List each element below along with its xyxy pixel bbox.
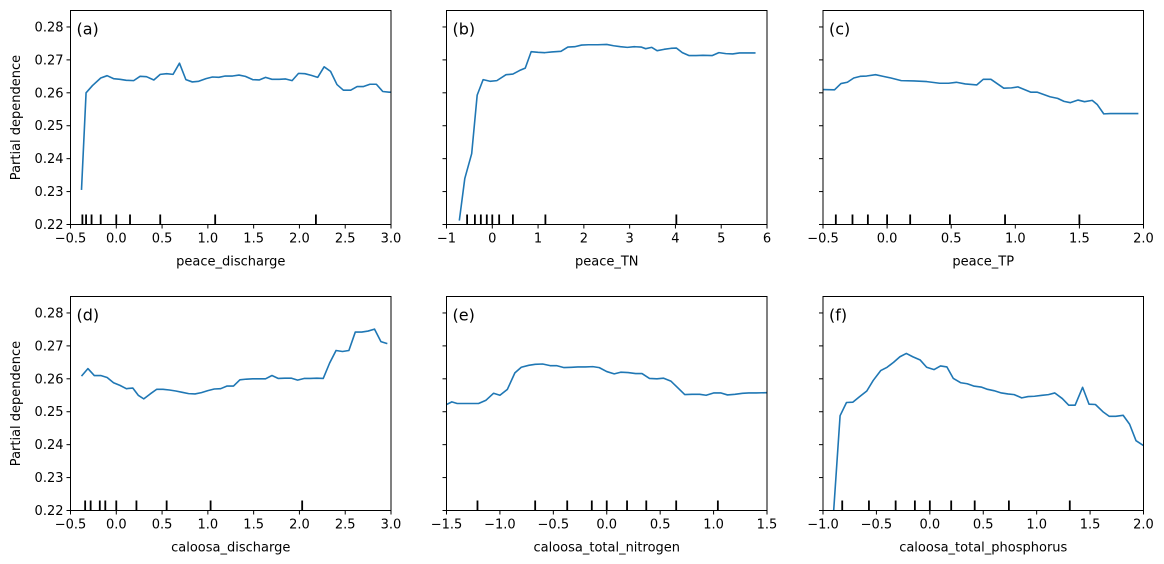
axes-frame bbox=[446, 10, 768, 225]
panel-label: (f) bbox=[829, 306, 847, 325]
x-tick-label: 2 bbox=[580, 232, 588, 247]
x-tick-label: −1.0 bbox=[484, 518, 516, 533]
x-tick-label: −1.0 bbox=[807, 518, 839, 533]
x-axis-label: peace_discharge bbox=[176, 255, 285, 270]
pd-line bbox=[823, 73, 1139, 115]
x-tick-label: 0.5 bbox=[941, 232, 962, 247]
x-tick-label: −0.5 bbox=[538, 518, 570, 533]
x-tick-label: 1.0 bbox=[1026, 518, 1047, 533]
x-tick-label: −1.5 bbox=[431, 518, 463, 533]
x-tick-label: 6 bbox=[763, 232, 771, 247]
x-tick-label: 2.0 bbox=[1133, 232, 1154, 247]
panel-label: (d) bbox=[77, 306, 100, 325]
pd-line bbox=[80, 328, 388, 400]
y-tick-label: 0.28 bbox=[35, 306, 64, 321]
x-tick-label: −0.5 bbox=[861, 518, 893, 533]
x-tick-label: 0.5 bbox=[973, 518, 994, 533]
y-tick-label: 0.26 bbox=[35, 86, 64, 101]
panel-label: (a) bbox=[77, 20, 99, 39]
x-axis-label: caloosa_discharge bbox=[171, 541, 290, 556]
y-axis-label: Partial dependence bbox=[9, 341, 24, 466]
x-tick-label: 0.5 bbox=[650, 518, 671, 533]
axes-frame bbox=[70, 296, 392, 511]
x-tick-label: 0.0 bbox=[596, 518, 617, 533]
y-tick-label: 0.24 bbox=[35, 152, 64, 167]
x-tick-label: 1.0 bbox=[198, 518, 219, 533]
x-tick-label: 1.0 bbox=[198, 232, 219, 247]
y-axis-label: Partial dependence bbox=[9, 55, 24, 180]
x-tick-label: 1.0 bbox=[703, 518, 724, 533]
x-tick-label: 1.5 bbox=[243, 518, 264, 533]
subplot-c: −0.5 0.0 0.5 1.0 1.5 2.0 peace_TP (c) bbox=[807, 10, 1154, 270]
x-axis-label: caloosa_total_nitrogen bbox=[533, 541, 680, 556]
y-tick-label: 0.27 bbox=[35, 339, 64, 354]
x-tick-label: 3.0 bbox=[381, 232, 402, 247]
pd-line bbox=[80, 62, 391, 190]
x-axis-label: caloosa_total_phosphorus bbox=[899, 541, 1067, 556]
x-tick-label: −0.5 bbox=[807, 232, 839, 247]
y-tick-label: 0.26 bbox=[35, 372, 64, 387]
x-tick-label: 2.5 bbox=[335, 232, 356, 247]
x-tick-label: 1.5 bbox=[1069, 232, 1090, 247]
x-tick-label: 0.5 bbox=[152, 518, 173, 533]
y-tick-label: 0.25 bbox=[35, 119, 64, 134]
y-tick-label: 0.22 bbox=[35, 218, 64, 233]
y-tick-label: 0.24 bbox=[35, 438, 64, 453]
x-tick-label: 5 bbox=[717, 232, 725, 247]
x-axis-label: peace_TN bbox=[575, 255, 639, 270]
y-tick-label: 0.23 bbox=[35, 185, 64, 200]
subplot-a: −0.5 0.0 0.5 1.0 1.5 2.0 2.5 3.0 0.22 0.23 0.24 0.2… bbox=[9, 10, 402, 270]
x-tick-label: 2.0 bbox=[1133, 518, 1154, 533]
panel-label: (c) bbox=[829, 20, 850, 39]
x-tick-label: 1.0 bbox=[1005, 232, 1026, 247]
x-tick-label: 1.5 bbox=[757, 518, 778, 533]
x-tick-label: 3.0 bbox=[381, 518, 402, 533]
x-tick-label: 1.5 bbox=[243, 232, 264, 247]
x-tick-label: 1.5 bbox=[1080, 518, 1101, 533]
y-tick-label: 0.23 bbox=[35, 471, 64, 486]
subplot-e: −1.5 −1.0 −0.5 0.0 0.5 1.0 1.5 caloosa_total_ni… bbox=[431, 296, 778, 556]
axes-frame bbox=[822, 10, 1144, 225]
x-tick-label: −0.5 bbox=[55, 232, 87, 247]
axes-frame bbox=[70, 10, 392, 225]
y-tick-label: 0.22 bbox=[35, 504, 64, 519]
axes-frame bbox=[446, 296, 768, 511]
y-tick-label: 0.27 bbox=[35, 53, 64, 68]
x-tick-label: 4 bbox=[671, 232, 679, 247]
x-tick-label: 1 bbox=[534, 232, 542, 247]
pd-line bbox=[446, 363, 767, 406]
panel-label: (b) bbox=[453, 20, 476, 39]
subplot-d: −0.5 0.0 0.5 1.0 1.5 2.0 2.5 3.0 0.22 0.23 0.24 0.2… bbox=[9, 296, 402, 556]
x-tick-label: 0.0 bbox=[877, 232, 898, 247]
x-tick-label: 0.0 bbox=[106, 518, 127, 533]
axes-frame bbox=[822, 296, 1144, 511]
x-tick-label: 0.5 bbox=[152, 232, 173, 247]
x-tick-label: 2.5 bbox=[335, 518, 356, 533]
x-tick-label: 3 bbox=[626, 232, 634, 247]
x-tick-label: −1 bbox=[437, 232, 456, 247]
pd-line bbox=[832, 352, 1144, 511]
pd-line bbox=[458, 43, 756, 221]
x-tick-label: 0.0 bbox=[106, 232, 127, 247]
panel-label: (e) bbox=[453, 306, 475, 325]
x-tick-label: 0 bbox=[488, 232, 496, 247]
x-tick-label: 2.0 bbox=[289, 232, 310, 247]
x-axis-label: peace_TP bbox=[952, 255, 1014, 270]
x-tick-label: 0.0 bbox=[919, 518, 940, 533]
y-tick-label: 0.28 bbox=[35, 20, 64, 35]
subplot-b: −1 0 1 2 3 4 5 6 peace_TN (b) bbox=[437, 10, 771, 270]
subplot-f: −1.0 −0.5 0.0 0.5 1.0 1.5 2.0 caloosa_total_pho… bbox=[807, 296, 1154, 556]
x-tick-label: 2.0 bbox=[289, 518, 310, 533]
y-tick-label: 0.25 bbox=[35, 405, 64, 420]
x-tick-label: −0.5 bbox=[55, 518, 87, 533]
